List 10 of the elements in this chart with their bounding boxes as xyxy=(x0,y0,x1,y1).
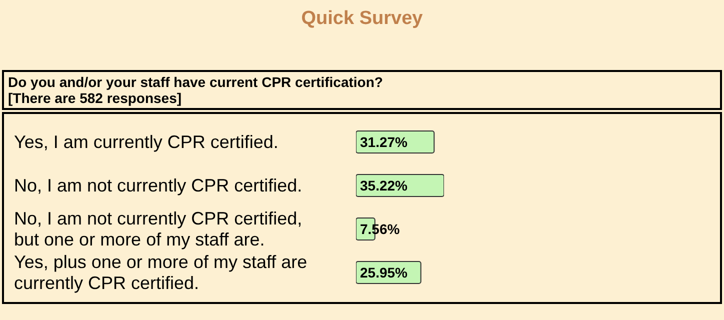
chart-title: Quick Survey xyxy=(300,7,424,31)
y-tick-label: No, I am not currently CPR certified. xyxy=(14,175,302,196)
data-label: 35.22% xyxy=(360,178,408,194)
y-tick-label: Yes, plus one or more of my staff are currently CPR certified. xyxy=(14,252,308,293)
data-label: 25.95% xyxy=(360,264,408,280)
data-label: 31.27% xyxy=(360,134,408,150)
text: Do you and/or your staff have current CPR certification? xyxy=(8,74,384,90)
y-tick-label: Yes, I am currently CPR certified. xyxy=(14,132,278,152)
y-tick-label: No, I am not currently CPR certified, but one or more of my staff are. xyxy=(14,208,302,250)
text: [There are 582 responses] xyxy=(8,90,183,106)
